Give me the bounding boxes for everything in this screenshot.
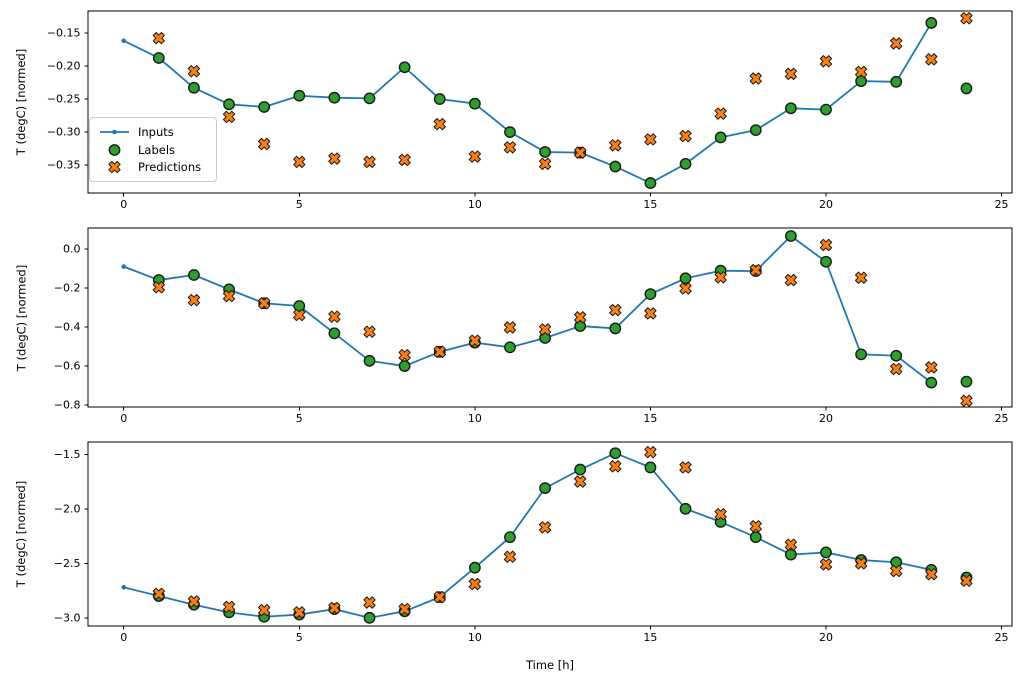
- svg-text:25: 25: [995, 631, 1009, 644]
- svg-text:25: 25: [995, 412, 1009, 425]
- legend: Inputs Labels Predictions: [89, 117, 217, 182]
- y-axis-label-top: T (degC) [normed]: [14, 48, 28, 156]
- svg-text:−2.0: −2.0: [54, 502, 81, 515]
- labels-circle-icon: [98, 142, 131, 158]
- svg-text:−0.2: −0.2: [54, 282, 81, 295]
- x-axis-label: Time [h]: [525, 658, 575, 672]
- legend-item-inputs: Inputs: [98, 123, 208, 141]
- legend-label-inputs: Inputs: [138, 124, 174, 139]
- svg-text:−0.6: −0.6: [54, 360, 81, 373]
- legend-item-predictions: Predictions: [98, 158, 208, 176]
- svg-text:−0.25: −0.25: [47, 93, 81, 106]
- svg-text:−0.20: −0.20: [47, 59, 81, 72]
- svg-text:0: 0: [120, 198, 127, 211]
- svg-text:−0.8: −0.8: [54, 399, 81, 412]
- svg-text:−0.30: −0.30: [47, 126, 81, 139]
- svg-text:0.0: 0.0: [63, 243, 81, 256]
- y-axis-label-middle: T (degC) [normed]: [14, 264, 28, 371]
- svg-text:−0.35: −0.35: [47, 159, 81, 172]
- predictions-x-icon: [98, 159, 131, 175]
- svg-text:5: 5: [296, 198, 303, 211]
- svg-text:15: 15: [643, 198, 657, 211]
- svg-text:10: 10: [468, 412, 482, 425]
- svg-text:10: 10: [468, 631, 482, 644]
- svg-text:−3.0: −3.0: [54, 611, 81, 624]
- legend-label-labels: Labels: [138, 142, 176, 157]
- svg-text:10: 10: [468, 198, 482, 211]
- svg-text:15: 15: [643, 631, 657, 644]
- svg-text:−0.4: −0.4: [54, 321, 81, 334]
- svg-text:20: 20: [819, 198, 833, 211]
- legend-label-predictions: Predictions: [138, 160, 202, 175]
- inputs-line-icon: [98, 124, 131, 140]
- svg-text:20: 20: [819, 412, 833, 425]
- svg-text:5: 5: [296, 631, 303, 644]
- svg-text:0: 0: [120, 631, 127, 644]
- svg-text:−1.5: −1.5: [54, 448, 81, 461]
- svg-text:15: 15: [643, 412, 657, 425]
- y-axis-label-bottom: T (degC) [normed]: [14, 480, 28, 588]
- legend-item-labels: Labels: [98, 141, 208, 159]
- svg-text:−2.5: −2.5: [54, 557, 81, 570]
- svg-text:25: 25: [995, 198, 1009, 211]
- svg-text:0: 0: [120, 412, 127, 425]
- svg-text:5: 5: [296, 412, 303, 425]
- svg-text:−0.15: −0.15: [47, 26, 81, 39]
- svg-text:20: 20: [819, 631, 833, 644]
